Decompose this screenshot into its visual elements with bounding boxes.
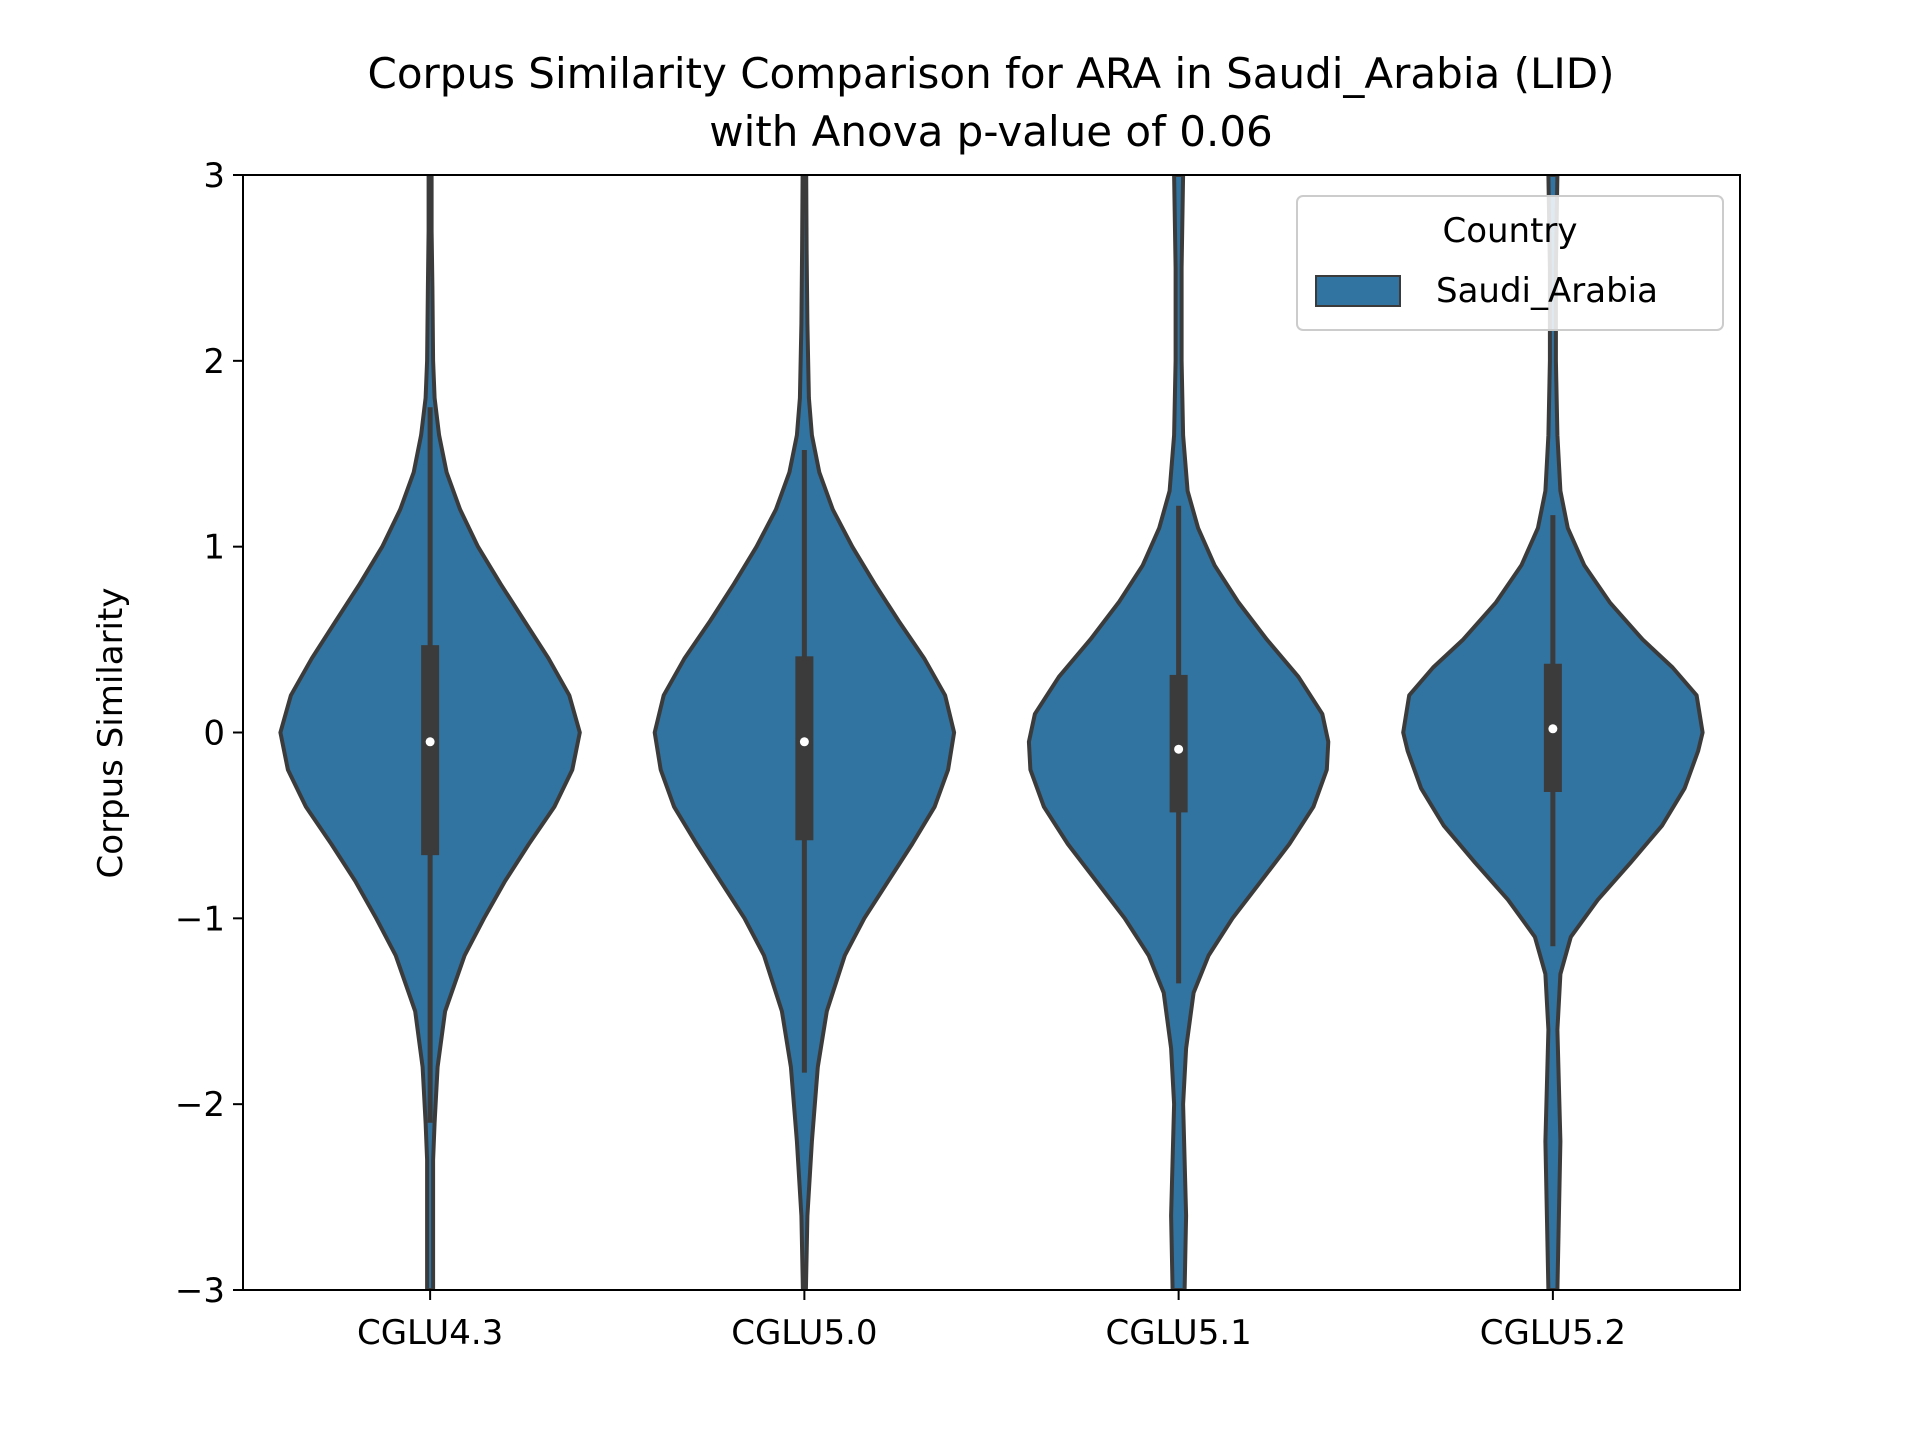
x-tick-label: CGLU5.0	[731, 1313, 877, 1353]
y-tick-label: 2	[203, 342, 225, 382]
violins-layer	[278, 175, 1705, 1290]
legend-frame	[1296, 195, 1724, 331]
y-tick-label: 0	[203, 714, 225, 754]
x-tick-label: CGLU5.2	[1480, 1313, 1626, 1353]
axes-layer: −3 −2 −1 0 1 2 3 CGLU4.3 CGLU5.0 CGLU5.1 CGLU5.2	[175, 156, 1741, 1353]
violin-median-dot-cglu5-1	[1174, 744, 1184, 754]
x-tick-label: CGLU4.3	[357, 1313, 503, 1353]
y-axis-label: Corpus Similarity	[91, 588, 131, 879]
violin-iqr-box-cglu5-0	[795, 656, 814, 841]
y-tick-label: 1	[203, 528, 225, 568]
legend: Country Saudi_Arabia	[1296, 195, 1724, 331]
violin-median-dot-cglu4-3	[425, 737, 435, 747]
legend-swatch-saudi-arabia	[1315, 275, 1401, 307]
chart-subtitle: with Anova p-value of 0.06	[709, 107, 1273, 156]
legend-label-saudi-arabia: Saudi_Arabia	[1436, 271, 1658, 311]
y-tick-label: −1	[175, 899, 225, 939]
violin-median-dot-cglu5-2	[1548, 724, 1558, 734]
y-tick-label: 3	[203, 156, 225, 196]
violin-iqr-box-cglu4-3	[421, 645, 440, 856]
y-tick-label: −2	[175, 1085, 225, 1125]
legend-title: Country	[1442, 211, 1577, 251]
y-tick-label: −3	[175, 1271, 225, 1311]
violin-median-dot-cglu5-0	[799, 737, 809, 747]
x-tick-label: CGLU5.1	[1105, 1313, 1251, 1353]
violin-iqr-box-cglu5-1	[1169, 674, 1188, 813]
chart-title: Corpus Similarity Comparison for ARA in …	[368, 49, 1615, 98]
